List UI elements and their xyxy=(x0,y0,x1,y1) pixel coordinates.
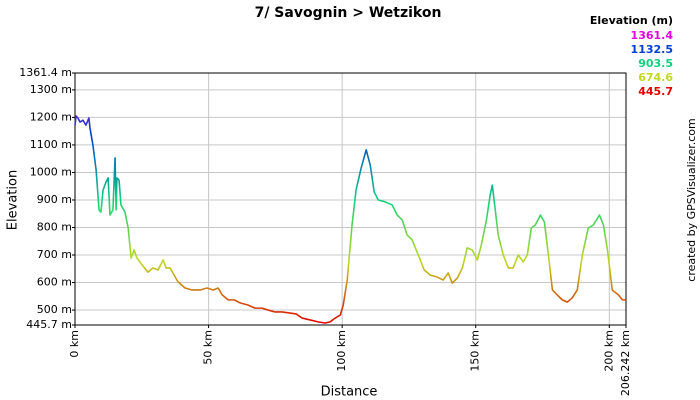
legend-value: 445.7 xyxy=(638,85,673,98)
y-tick-label: 900 m xyxy=(37,193,72,206)
x-tick-label: 150 km xyxy=(469,330,482,372)
x-tick-label: 50 km xyxy=(202,330,215,365)
y-tick-label: 1100 m xyxy=(30,138,72,151)
y-tick-label: 1361.4 m xyxy=(19,66,72,79)
y-tick-label: 700 m xyxy=(37,248,72,261)
legend-value: 903.5 xyxy=(638,57,673,70)
legend-value: 1361.4 xyxy=(631,29,674,42)
elevation-line xyxy=(74,115,626,324)
x-tick-label: 206.242 km xyxy=(619,330,632,396)
x-tick-label: 100 km xyxy=(335,330,348,372)
x-tick-label: 0 km xyxy=(68,330,81,358)
legend-title: Elevation (m) xyxy=(590,14,673,27)
x-tick-label: 200 km xyxy=(602,330,615,372)
legend-value: 1132.5 xyxy=(631,43,673,56)
credit: created by GPSVisualizer.com xyxy=(685,118,698,281)
y-tick-label: 1000 m xyxy=(30,165,72,178)
y-tick-label: 600 m xyxy=(37,276,72,289)
y-tick-label: 500 m xyxy=(37,303,72,316)
y-tick-label: 1200 m xyxy=(30,110,72,123)
y-tick-label: 800 m xyxy=(37,220,72,233)
x-axis-label: Distance xyxy=(321,385,378,400)
y-axis-label: Elevation xyxy=(6,170,21,230)
legend-value: 674.6 xyxy=(638,71,673,84)
plot-frame xyxy=(74,72,627,326)
chart-title: 7/ Savognin > Wetzikon xyxy=(255,5,442,21)
y-tick-label: 1300 m xyxy=(30,83,72,96)
y-tick-label: 445.7 m xyxy=(26,318,72,331)
